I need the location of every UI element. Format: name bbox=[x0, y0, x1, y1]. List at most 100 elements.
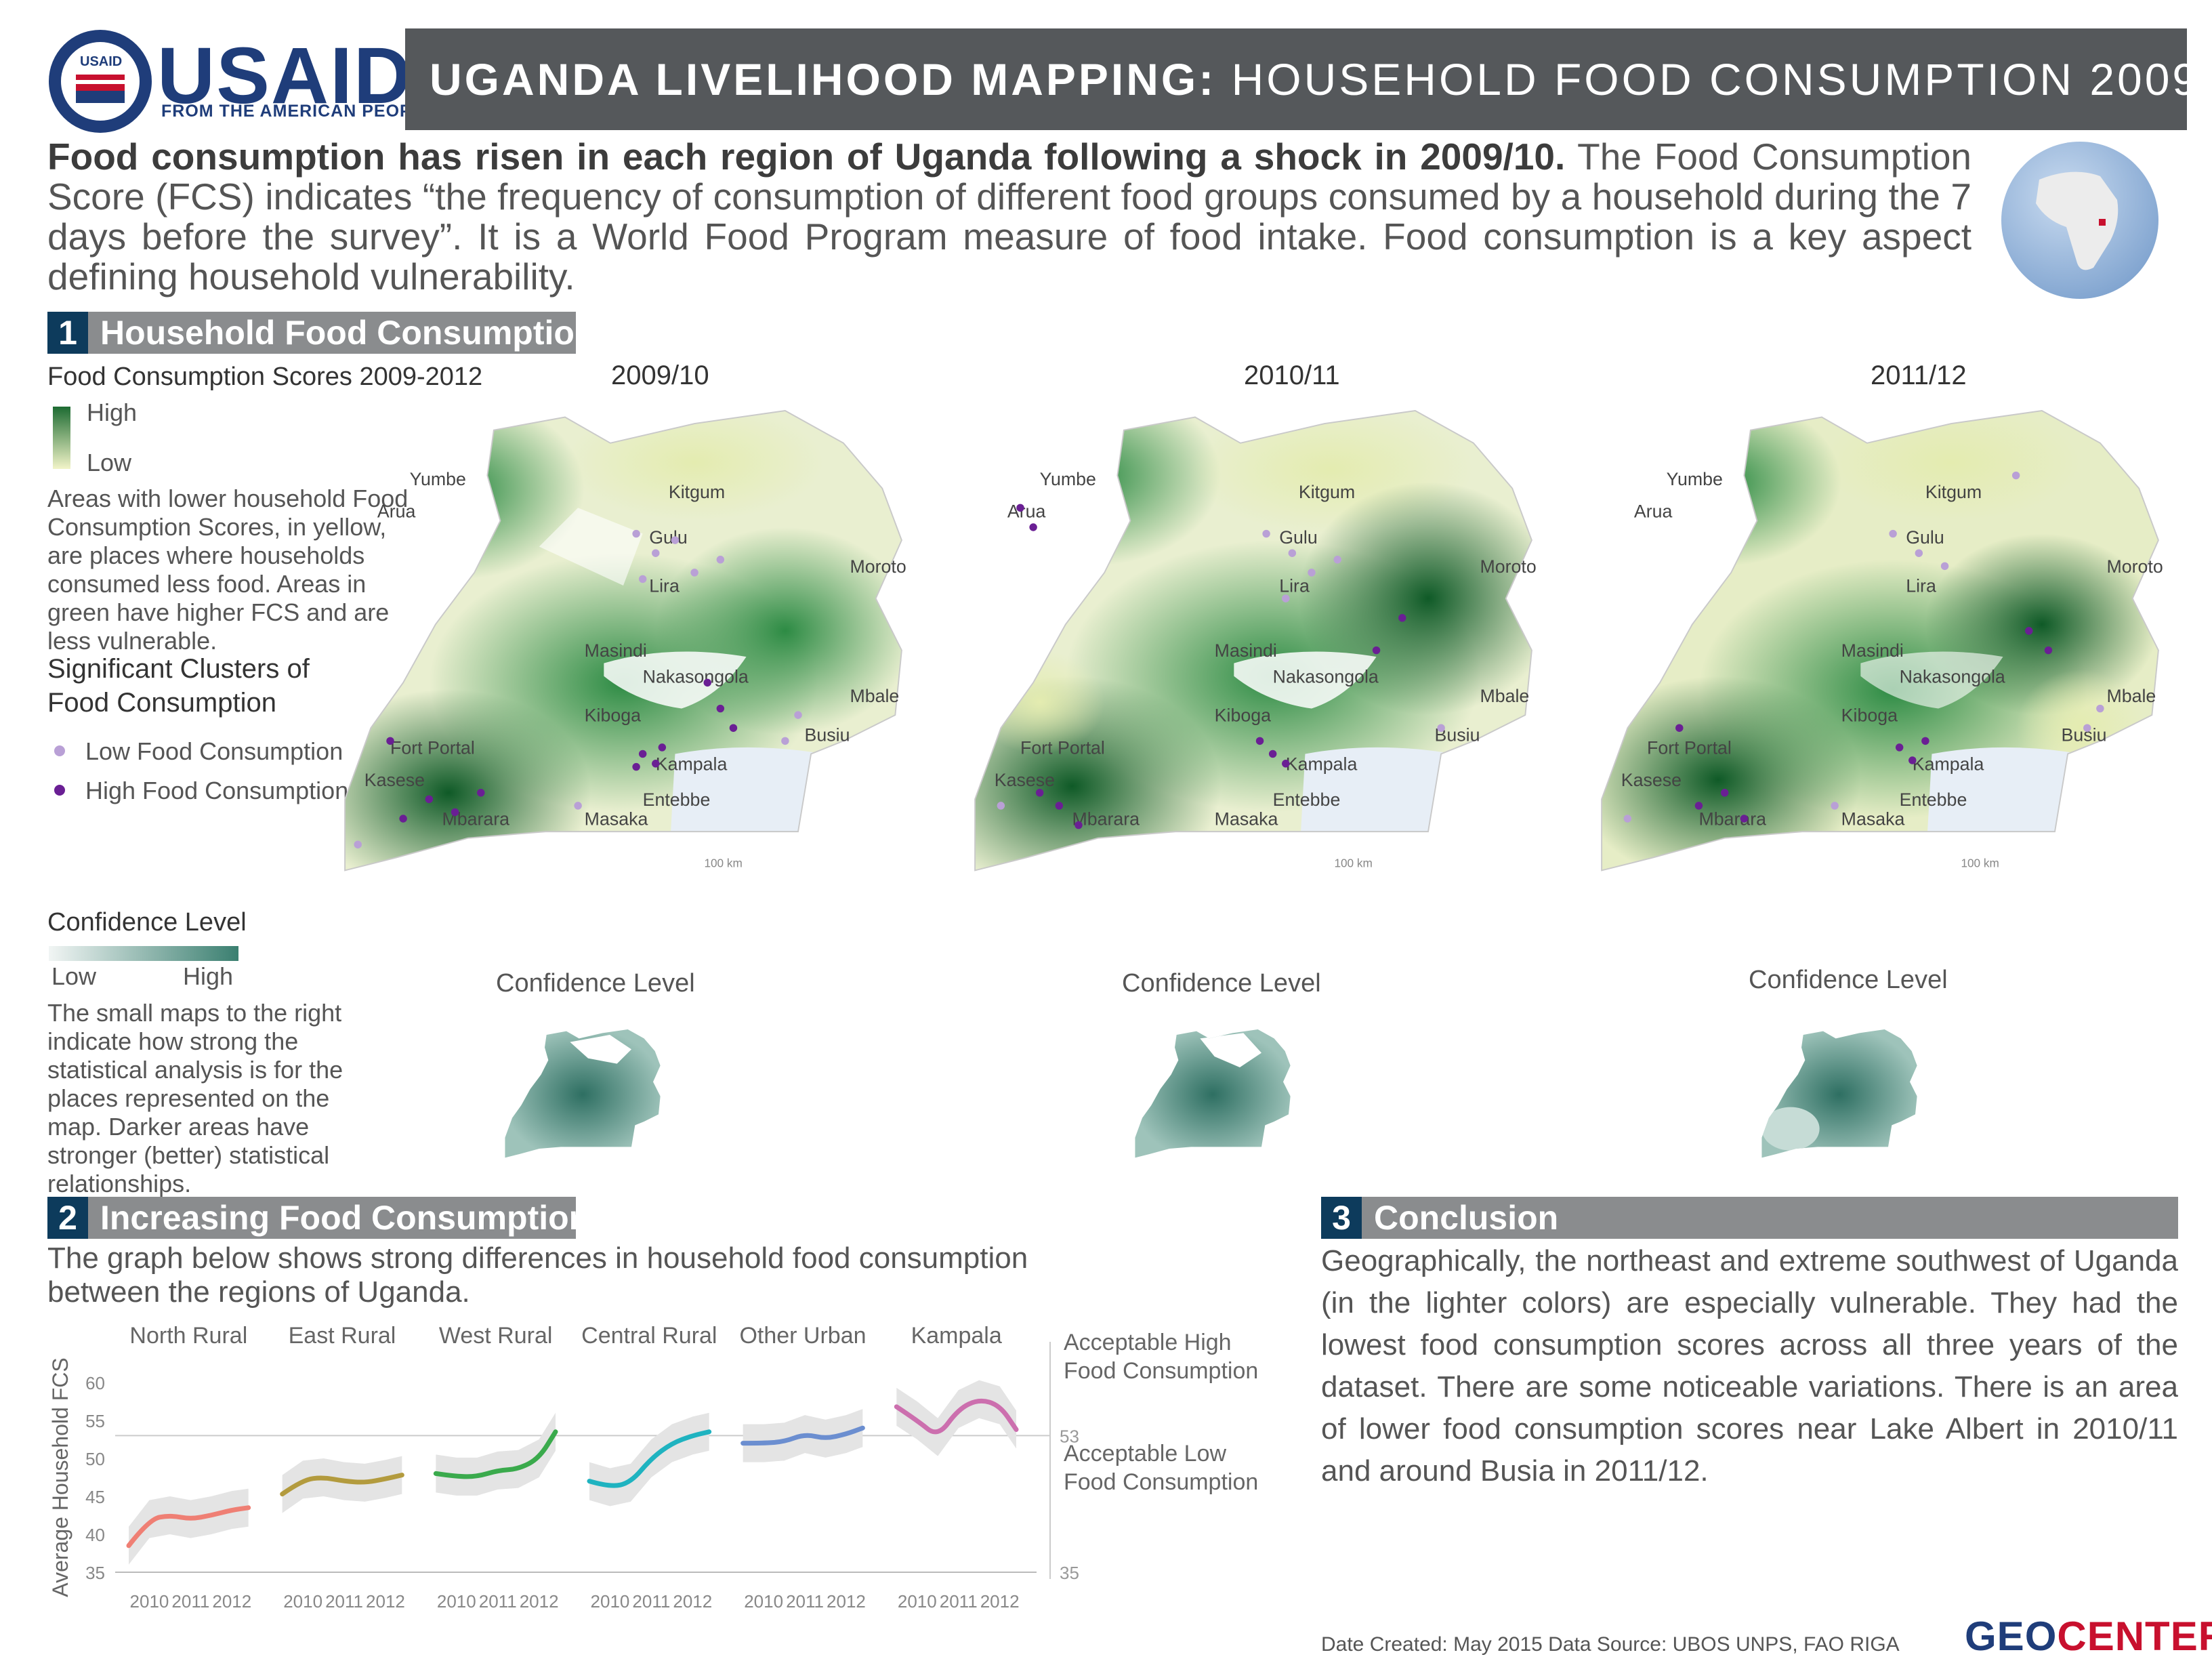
confidence-high-label: High bbox=[183, 962, 234, 990]
legend-title: Food Consumption Scores 2009-2012 bbox=[47, 363, 483, 391]
x-tick-label: 2010 bbox=[283, 1591, 322, 1612]
y-tick-label: 35 bbox=[85, 1563, 105, 1583]
section-1-number: 1 bbox=[47, 312, 88, 354]
uganda-fcs-map-2010: Yumbe Kitgum Arua Gulu Moroto Lira Masin… bbox=[974, 410, 1537, 871]
annotation-label: Food Consumption bbox=[1064, 1358, 1258, 1384]
usaid-logo: USAID bbox=[46, 27, 154, 136]
city-label: Entebbe bbox=[643, 790, 711, 810]
city-label: Masindi bbox=[1841, 640, 1904, 661]
map-panel-2011: 2011/12 Yumbe Kitgum Arua Gulu Moroto Li… bbox=[1575, 352, 2171, 1158]
series-title: West Rural bbox=[439, 1323, 553, 1349]
annotation-label: Acceptable High bbox=[1064, 1330, 1232, 1355]
map-panel-2010: 2010/11 Yumbe Kitgum Arua Gulu Moroto Li… bbox=[948, 352, 1545, 1158]
annotation-label: Food Consumption bbox=[1064, 1469, 1258, 1495]
x-tick-label: 2010 bbox=[437, 1591, 476, 1612]
city-label: Kitgum bbox=[1925, 482, 1982, 502]
confidence-map-label: Confidence Level bbox=[496, 969, 695, 998]
x-tick-label: 2011 bbox=[171, 1591, 209, 1612]
series-title: East Rural bbox=[289, 1323, 396, 1349]
geocenter-a: GEO bbox=[1965, 1614, 2058, 1659]
y-tick-label: 50 bbox=[85, 1449, 105, 1469]
city-label: Kampala bbox=[656, 754, 728, 774]
fcs-line-chart: Average Household FCS 35 40 45 50 55 60 53 35 Acc… bbox=[41, 1315, 1260, 1626]
page-title: UGANDA LIVELIHOOD MAPPING: HOUSEHOLD FOO… bbox=[405, 28, 2212, 130]
city-label: Mbarara bbox=[1698, 809, 1766, 829]
city-label: Mbale bbox=[2106, 686, 2156, 706]
city-label: Kasese bbox=[364, 770, 425, 790]
section-2-number: 2 bbox=[47, 1197, 88, 1239]
page-title-bold: UGANDA LIVELIHOOD MAPPING: bbox=[430, 54, 1217, 104]
city-label: Moroto bbox=[850, 556, 906, 577]
uganda-confidence-map-2009 bbox=[505, 1029, 661, 1158]
series-line bbox=[126, 1505, 251, 1549]
uganda-confidence-map-2010 bbox=[1135, 1029, 1291, 1158]
city-label: Kiboga bbox=[1215, 705, 1271, 726]
globe-locator bbox=[1999, 139, 2161, 302]
city-label: Kampala bbox=[1913, 754, 1984, 774]
city-labels: Yumbe Kitgum Arua Gulu Moroto Lira Masin… bbox=[364, 469, 906, 829]
geocenter-logo: GEOCENTER bbox=[1965, 1613, 2212, 1660]
series-line bbox=[894, 1398, 1019, 1435]
city-label: Nakasongola bbox=[1273, 666, 1379, 686]
x-tick-label: 2012 bbox=[673, 1591, 712, 1612]
page-title-rest: HOUSEHOLD FOOD CONSUMPTION 2009-2012 bbox=[1231, 54, 2212, 104]
city-label: Yumbe bbox=[1040, 469, 1096, 489]
x-tick-label: 2012 bbox=[827, 1591, 866, 1612]
usaid-wordmark: USAID bbox=[157, 35, 413, 117]
section-3-header: 3 Conclusion bbox=[1321, 1197, 2178, 1239]
city-label: Lira bbox=[649, 576, 680, 596]
section-1-label: Household Food Consumption bbox=[100, 314, 596, 352]
series-line bbox=[740, 1425, 865, 1446]
city-label: Kitgum bbox=[1299, 482, 1355, 502]
city-label: Masindi bbox=[585, 640, 647, 661]
city-label: Entebbe bbox=[1273, 790, 1341, 810]
city-label: Masaka bbox=[1841, 809, 1905, 829]
x-tick-label: 2010 bbox=[130, 1591, 169, 1612]
x-tick-label: 2011 bbox=[632, 1591, 670, 1612]
city-label: Masindi bbox=[1215, 640, 1277, 661]
city-label: Nakasongola bbox=[643, 666, 749, 686]
x-tick-label: 2012 bbox=[366, 1591, 405, 1612]
confidence-description: The small maps to the right indicate how… bbox=[47, 999, 343, 1197]
uganda-fcs-map-2009: Yumbe Kitgum Arua Gulu Moroto Lira Masin… bbox=[344, 410, 906, 871]
section-2-label: Increasing Food Consumption bbox=[100, 1199, 590, 1237]
usaid-seal-icon bbox=[49, 30, 152, 133]
city-label: Nakasongola bbox=[1900, 666, 2005, 686]
city-label: Kasese bbox=[995, 770, 1055, 790]
y-axis-label: Average Household FCS bbox=[48, 1357, 72, 1597]
series-title: Other Urban bbox=[739, 1323, 866, 1349]
confidence-band bbox=[282, 1456, 402, 1513]
city-label: Lira bbox=[1906, 576, 1936, 596]
x-tick-label: 2012 bbox=[212, 1591, 251, 1612]
x-tick-label: 2012 bbox=[980, 1591, 1020, 1612]
right-tick-label: 35 bbox=[1060, 1563, 1079, 1583]
map-year-label: 2010/11 bbox=[1244, 361, 1340, 390]
city-label: Yumbe bbox=[410, 469, 466, 489]
x-tick-label: 2011 bbox=[325, 1591, 363, 1612]
confidence-gradient-swatch bbox=[49, 946, 238, 961]
city-label: Masaka bbox=[1215, 809, 1278, 829]
confidence-map-label: Confidence Level bbox=[1122, 969, 1321, 998]
y-tick-label: 45 bbox=[85, 1487, 105, 1507]
footer-source: Date Created: May 2015 Data Source: UBOS… bbox=[1321, 1633, 1900, 1656]
intro-paragraph: Food consumption has risen in each regio… bbox=[47, 137, 1971, 297]
city-label: Gulu bbox=[649, 527, 688, 548]
fcs-chart-svg: Average Household FCS 35 40 45 50 55 60 53 35 Acc… bbox=[48, 1323, 1258, 1612]
uganda-confidence-map-2011 bbox=[1761, 1029, 1917, 1158]
annotation-label: Acceptable Low bbox=[1064, 1441, 1226, 1467]
map-year-label: 2011/12 bbox=[1871, 361, 1967, 390]
city-label: Lira bbox=[1279, 576, 1310, 596]
city-label: Kitgum bbox=[669, 482, 725, 502]
x-tick-label: 2011 bbox=[940, 1591, 978, 1612]
city-label: Fort Portal bbox=[390, 737, 475, 758]
cluster-high-dot bbox=[54, 785, 65, 796]
geocenter-b: CENTER bbox=[2057, 1614, 2212, 1659]
cluster-high-label: High Food Consumption bbox=[85, 777, 349, 804]
confidence-map-label: Confidence Level bbox=[1749, 966, 1948, 994]
confidence-low-label: Low bbox=[51, 962, 97, 990]
intro-bold: Food consumption has risen in each regio… bbox=[47, 136, 1566, 178]
city-label: Fort Portal bbox=[1647, 737, 1732, 758]
clusters-title: Significant Clusters of Food Consumption bbox=[47, 654, 310, 718]
x-tick-label: 2010 bbox=[744, 1591, 783, 1612]
x-tick-label: 2010 bbox=[591, 1591, 630, 1612]
